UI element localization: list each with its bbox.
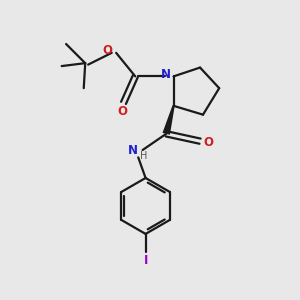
Text: N: N [161, 68, 171, 81]
Text: O: O [117, 105, 127, 118]
Polygon shape [163, 106, 175, 135]
Text: N: N [128, 144, 138, 157]
Text: O: O [102, 44, 112, 57]
Text: H: H [140, 152, 147, 161]
Text: I: I [143, 254, 148, 267]
Text: O: O [203, 136, 213, 149]
